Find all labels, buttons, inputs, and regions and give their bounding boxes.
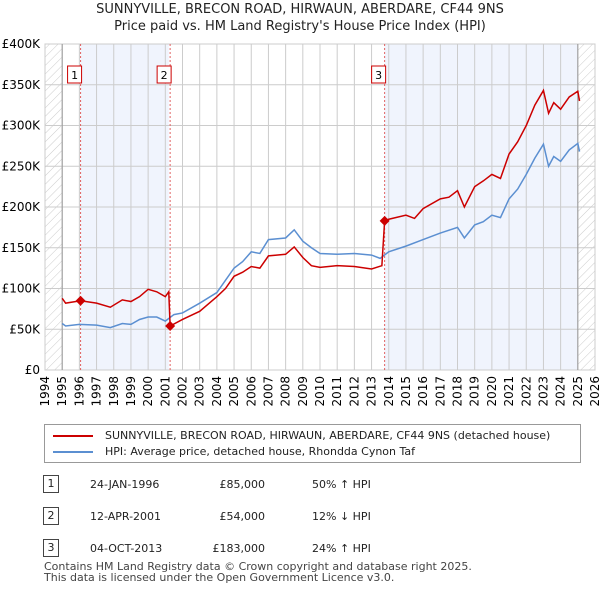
x-tick-label: 2015 (399, 376, 413, 407)
x-tick-label: 1998 (107, 376, 121, 407)
sale-point (379, 215, 390, 226)
x-tick-label: 1996 (72, 376, 86, 407)
transaction-number: 3 (43, 539, 59, 557)
transaction-row: 2 12-APR-2001 £54,000 12% ↓ HPI (0, 507, 600, 530)
x-tick-label: 2003 (193, 376, 207, 407)
sale-label-box (156, 65, 172, 84)
sale-point (75, 295, 86, 306)
transaction-date: 12-APR-2001 (90, 510, 162, 523)
x-tick-label: 1997 (90, 376, 104, 407)
sale-label-box (371, 65, 387, 84)
x-tick-label: 2009 (296, 376, 310, 407)
hpi-line (61, 142, 581, 329)
transaction-hpi-change: 50% ↑ HPI (312, 478, 371, 491)
x-tick-label: 2026 (588, 376, 600, 407)
x-tick-label: 2004 (210, 376, 224, 407)
x-tick-label: 2019 (468, 376, 482, 407)
x-tick-label: 2008 (279, 376, 293, 407)
x-tick-label: 1995 (55, 376, 69, 407)
transaction-row: 3 04-OCT-2013 £183,000 24% ↑ HPI (0, 539, 600, 562)
x-tick-label: 2016 (416, 376, 430, 407)
legend-swatch-hpi (53, 450, 93, 453)
chart-title: SUNNYVILLE, BRECON ROAD, HIRWAUN, ABERDA… (96, 2, 504, 17)
transaction-date: 04-OCT-2013 (90, 542, 163, 555)
y-tick-label: £50K (9, 322, 41, 336)
y-tick-label: £100K (2, 282, 42, 296)
legend-item-property: SUNNYVILLE, BRECON ROAD, HIRWAUN, ABERDA… (53, 429, 550, 442)
x-tick-label: 2013 (365, 376, 379, 407)
x-tick-label: 2021 (502, 376, 516, 407)
x-tick-label: 2017 (433, 376, 447, 407)
x-tick-label: 2018 (451, 376, 465, 407)
legend-item-hpi: HPI: Average price, detached house, Rhon… (53, 445, 415, 458)
sale-point (165, 320, 176, 331)
transaction-price: £85,000 (219, 478, 266, 491)
x-tick-label: 2007 (261, 376, 275, 407)
sale-label: 1 (71, 69, 78, 82)
transaction-date: 24-JAN-1996 (90, 478, 160, 491)
x-tick-label: 2002 (176, 376, 190, 407)
x-tick-label: 2011 (330, 376, 344, 407)
footer-copyright: Contains HM Land Registry data © Crown c… (44, 560, 472, 573)
legend: SUNNYVILLE, BRECON ROAD, HIRWAUN, ABERDA… (44, 424, 581, 463)
x-tick-label: 1999 (124, 376, 138, 407)
x-tick-label: 2006 (244, 376, 258, 407)
x-tick-label: 2014 (382, 376, 396, 407)
footer-license: This data is licensed under the Open Gov… (44, 571, 395, 584)
property-price-line (61, 88, 581, 328)
x-tick-label: 2024 (554, 376, 568, 407)
y-tick-label: £150K (2, 241, 42, 255)
x-tick-label: 2010 (313, 376, 327, 407)
x-tick-label: 2022 (519, 376, 533, 407)
transaction-price: £183,000 (212, 542, 266, 555)
y-tick-label: £350K (2, 78, 42, 92)
x-tick-label: 2020 (485, 376, 499, 407)
x-tick-label: 2000 (141, 376, 155, 407)
y-tick-label: £250K (2, 159, 42, 173)
y-tick-label: £400K (2, 37, 42, 51)
chart-subtitle: Price paid vs. HM Land Registry's House … (114, 19, 486, 34)
y-tick-label: £300K (2, 119, 42, 133)
x-tick-label: 2025 (571, 376, 585, 407)
y-tick-label: £0 (25, 363, 40, 377)
sale-label-box (67, 65, 83, 84)
x-tick-label: 2005 (227, 376, 241, 407)
transaction-price: £54,000 (219, 510, 266, 523)
sale-label: 3 (375, 69, 382, 82)
legend-label-hpi: HPI: Average price, detached house, Rhon… (105, 445, 416, 458)
x-tick-label: 1994 (38, 376, 52, 407)
legend-swatch-property (53, 434, 93, 437)
transaction-row: 1 24-JAN-1996 £85,000 50% ↑ HPI (0, 475, 600, 498)
transaction-hpi-change: 24% ↑ HPI (312, 542, 371, 555)
x-tick-label: 2001 (158, 376, 172, 407)
price-chart: 1994 1995 1996 1997 1998 1999 2000 2001 2002 2003… (2, 37, 600, 407)
x-tick-label: 2023 (536, 376, 550, 407)
sale-label: 2 (161, 69, 168, 82)
transaction-number: 1 (43, 475, 59, 493)
transaction-number: 2 (43, 507, 59, 525)
transaction-hpi-change: 12% ↓ HPI (312, 510, 371, 523)
legend-label-property: SUNNYVILLE, BRECON ROAD, HIRWAUN, ABERDA… (105, 429, 551, 442)
y-tick-label: £200K (2, 200, 42, 214)
x-tick-label: 2012 (347, 376, 361, 407)
